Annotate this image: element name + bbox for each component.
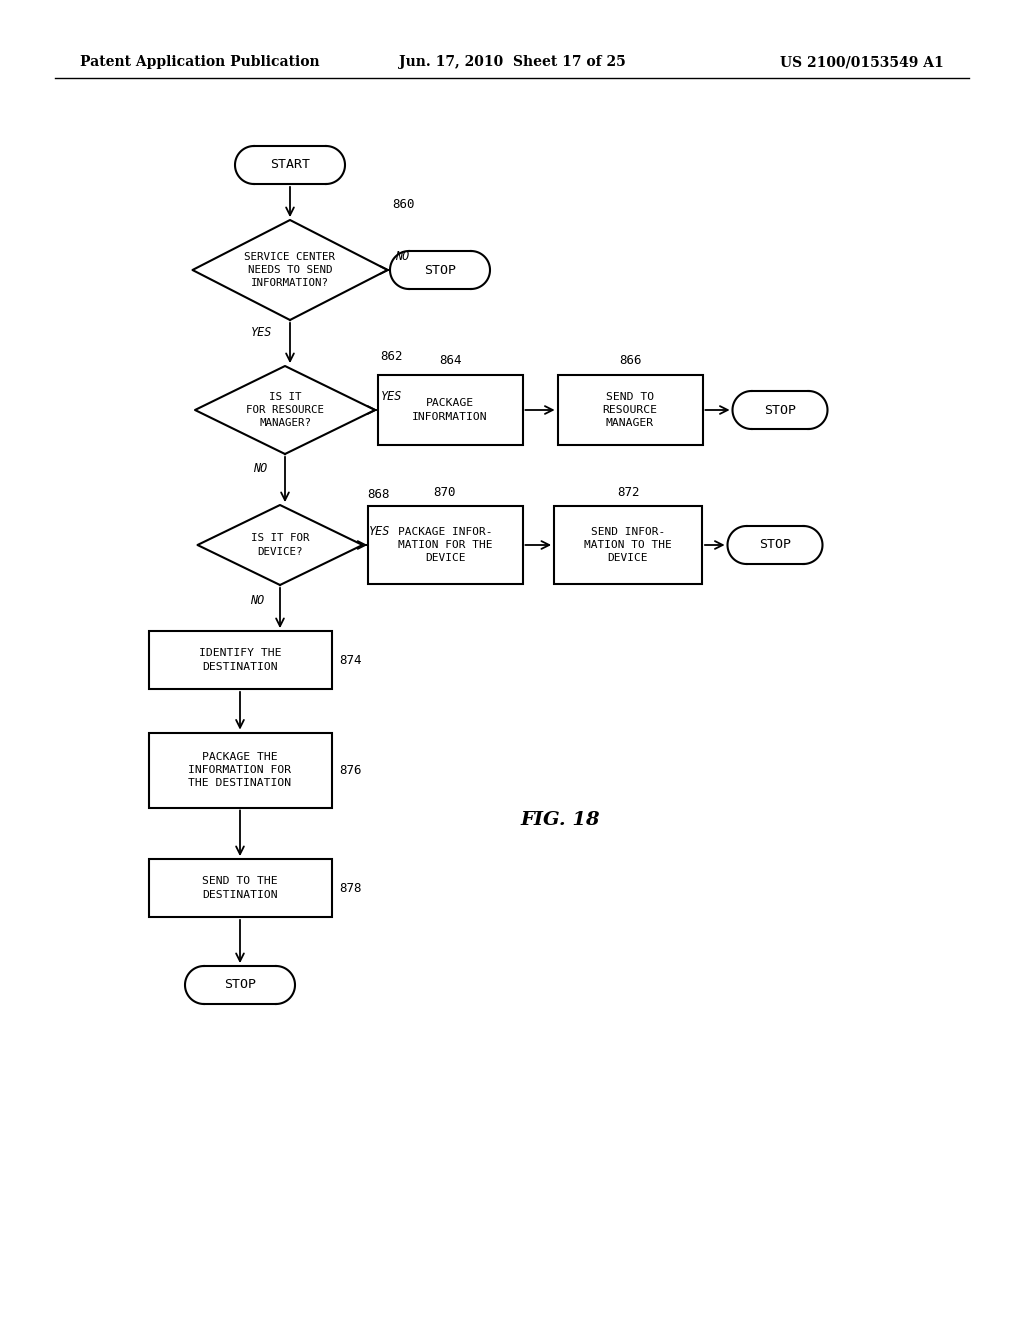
Circle shape bbox=[257, 966, 295, 1005]
Text: IDENTIFY THE
DESTINATION: IDENTIFY THE DESTINATION bbox=[199, 648, 282, 672]
Circle shape bbox=[727, 525, 766, 564]
Bar bbox=[148, 631, 332, 689]
Polygon shape bbox=[195, 366, 375, 454]
Text: 874: 874 bbox=[340, 653, 362, 667]
Text: STOP: STOP bbox=[424, 264, 456, 276]
Text: Jun. 17, 2010  Sheet 17 of 25: Jun. 17, 2010 Sheet 17 of 25 bbox=[398, 55, 626, 69]
Text: STOP: STOP bbox=[224, 978, 256, 991]
Text: FIG. 18: FIG. 18 bbox=[520, 810, 600, 829]
Bar bbox=[752, 391, 809, 429]
Text: 864: 864 bbox=[438, 355, 461, 367]
Bar bbox=[557, 375, 702, 445]
Text: NO: NO bbox=[250, 594, 264, 606]
Text: 868: 868 bbox=[368, 488, 390, 502]
Text: NO: NO bbox=[395, 249, 410, 263]
Circle shape bbox=[234, 147, 273, 183]
Text: PACKAGE THE
INFORMATION FOR
THE DESTINATION: PACKAGE THE INFORMATION FOR THE DESTINAT… bbox=[188, 752, 292, 788]
Text: YES: YES bbox=[381, 389, 402, 403]
Circle shape bbox=[784, 525, 822, 564]
Text: PACKAGE
INFORMATION: PACKAGE INFORMATION bbox=[413, 399, 487, 421]
Polygon shape bbox=[198, 506, 362, 585]
Bar bbox=[148, 733, 332, 808]
Polygon shape bbox=[193, 220, 387, 319]
Circle shape bbox=[307, 147, 345, 183]
Text: 876: 876 bbox=[340, 763, 362, 776]
Bar bbox=[254, 147, 326, 183]
Text: 866: 866 bbox=[618, 355, 641, 367]
Bar bbox=[746, 525, 804, 564]
Bar bbox=[148, 859, 332, 917]
Circle shape bbox=[732, 391, 770, 429]
Text: IS IT FOR
DEVICE?: IS IT FOR DEVICE? bbox=[251, 533, 309, 557]
Bar bbox=[554, 506, 702, 583]
Text: Patent Application Publication: Patent Application Publication bbox=[80, 55, 319, 69]
Text: STOP: STOP bbox=[764, 404, 796, 417]
Text: START: START bbox=[270, 158, 310, 172]
Circle shape bbox=[390, 251, 428, 289]
Text: 860: 860 bbox=[392, 198, 415, 211]
Text: SEND INFOR-
MATION TO THE
DEVICE: SEND INFOR- MATION TO THE DEVICE bbox=[584, 527, 672, 564]
Text: 862: 862 bbox=[380, 350, 402, 363]
Text: NO: NO bbox=[253, 462, 267, 475]
Circle shape bbox=[185, 966, 223, 1005]
Text: SEND TO
RESOURCE
MANAGER: SEND TO RESOURCE MANAGER bbox=[602, 392, 657, 428]
Bar bbox=[409, 251, 471, 289]
Circle shape bbox=[452, 251, 490, 289]
Text: YES: YES bbox=[251, 326, 272, 338]
Circle shape bbox=[790, 391, 827, 429]
Bar bbox=[204, 966, 276, 1005]
Text: 878: 878 bbox=[340, 882, 362, 895]
Text: STOP: STOP bbox=[759, 539, 791, 552]
Text: 872: 872 bbox=[616, 486, 639, 499]
Bar bbox=[368, 506, 522, 583]
Text: SEND TO THE
DESTINATION: SEND TO THE DESTINATION bbox=[202, 876, 278, 900]
Text: 870: 870 bbox=[434, 486, 457, 499]
Text: IS IT
FOR RESOURCE
MANAGER?: IS IT FOR RESOURCE MANAGER? bbox=[246, 392, 324, 428]
Text: PACKAGE INFOR-
MATION FOR THE
DEVICE: PACKAGE INFOR- MATION FOR THE DEVICE bbox=[397, 527, 493, 564]
Text: US 2100/0153549 A1: US 2100/0153549 A1 bbox=[780, 55, 944, 69]
Text: YES: YES bbox=[369, 525, 390, 539]
Text: SERVICE CENTER
NEEDS TO SEND
INFORMATION?: SERVICE CENTER NEEDS TO SEND INFORMATION… bbox=[245, 252, 336, 288]
Bar bbox=[378, 375, 522, 445]
